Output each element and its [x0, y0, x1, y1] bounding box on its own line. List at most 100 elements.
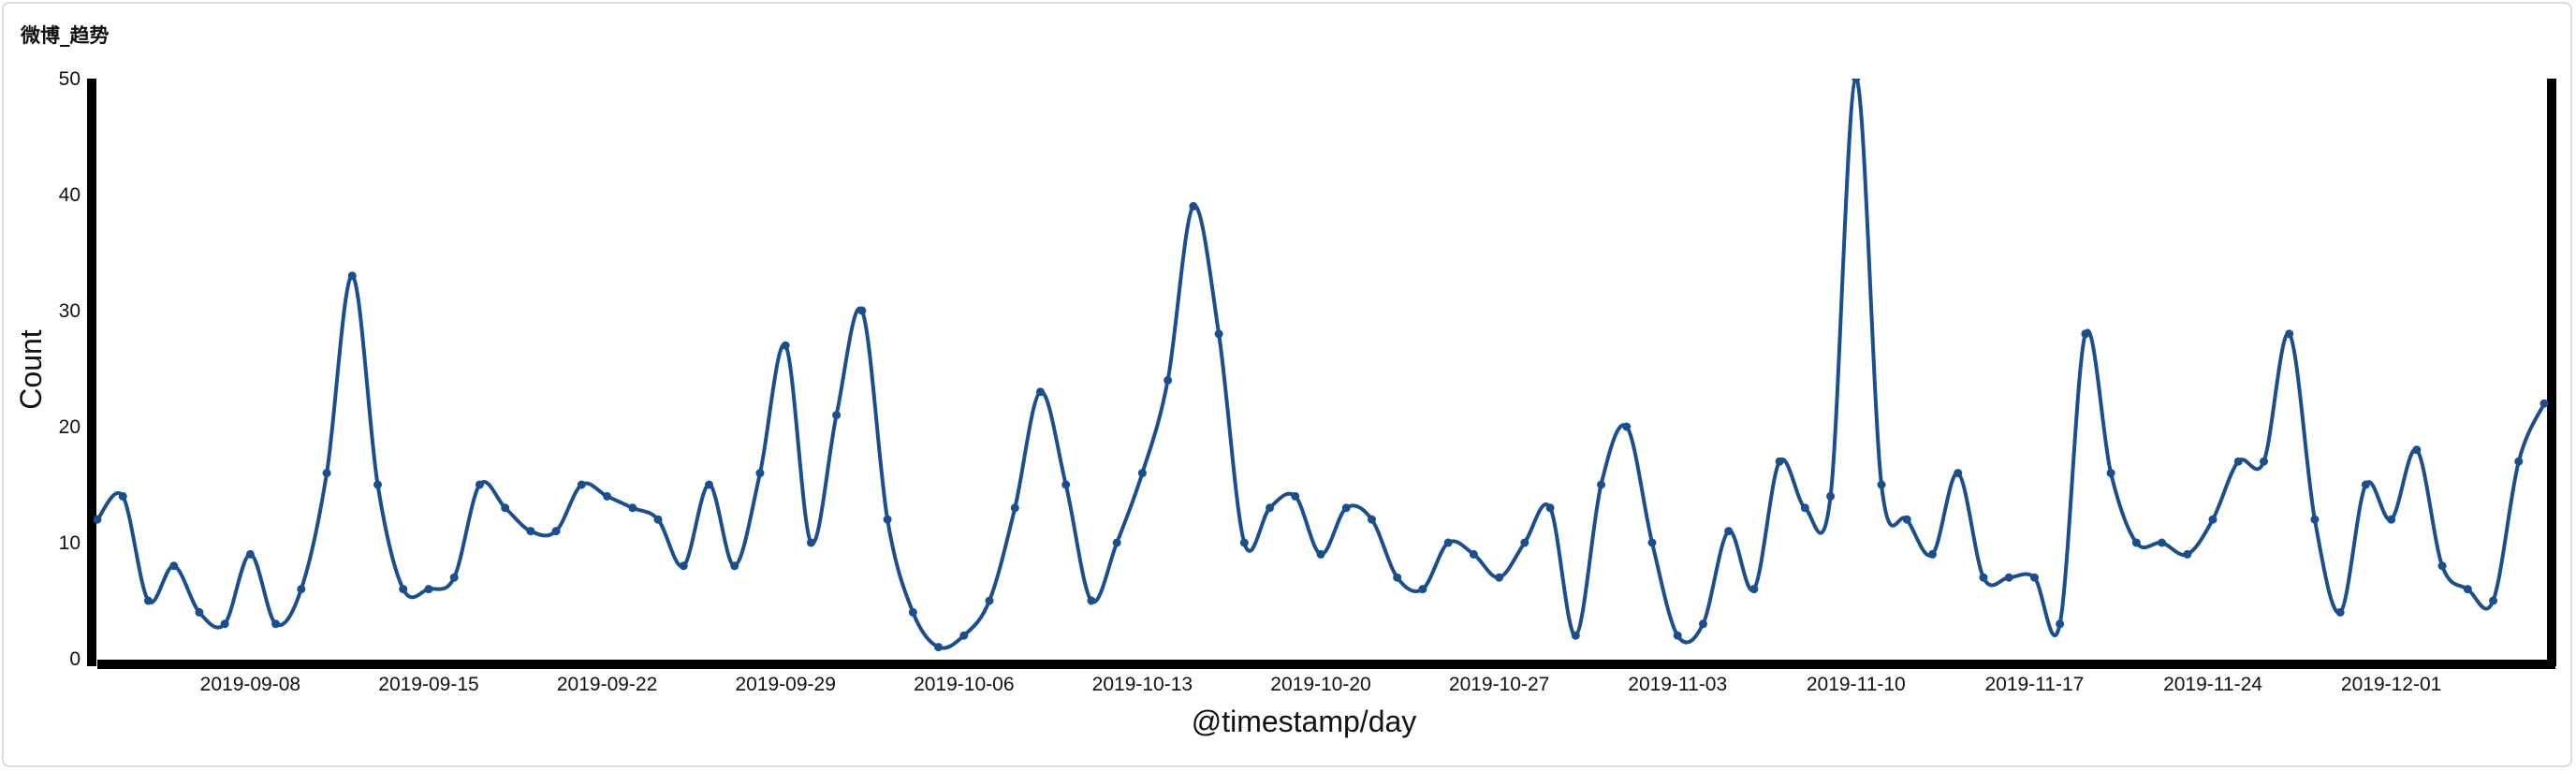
data-point[interactable] — [1877, 480, 1886, 489]
data-point[interactable] — [1979, 573, 1988, 582]
data-point[interactable] — [2233, 457, 2243, 466]
data-point[interactable] — [1724, 527, 1734, 536]
data-point[interactable] — [883, 515, 892, 524]
data-point[interactable] — [1495, 573, 1504, 582]
data-point[interactable] — [2335, 607, 2345, 617]
data-point[interactable] — [2437, 561, 2447, 571]
data-point[interactable] — [1266, 503, 1275, 513]
data-point[interactable] — [628, 503, 637, 513]
data-point[interactable] — [2514, 457, 2524, 466]
data-point[interactable] — [781, 341, 790, 350]
data-point[interactable] — [1164, 375, 1173, 385]
data-point[interactable] — [1316, 549, 1325, 559]
data-point[interactable] — [220, 619, 229, 629]
data-point[interactable] — [705, 480, 713, 489]
data-point[interactable] — [1087, 596, 1096, 605]
data-point[interactable] — [679, 561, 688, 571]
data-point[interactable] — [2310, 515, 2320, 524]
data-point[interactable] — [424, 585, 433, 594]
data-point[interactable] — [2029, 573, 2039, 582]
data-point[interactable] — [118, 491, 127, 501]
data-point[interactable] — [1214, 329, 1223, 339]
data-point[interactable] — [1112, 538, 1121, 547]
data-point[interactable] — [1902, 515, 1911, 524]
data-point[interactable] — [2259, 457, 2268, 466]
data-point[interactable] — [908, 607, 917, 617]
data-point[interactable] — [934, 643, 944, 652]
data-point[interactable] — [1545, 503, 1555, 513]
data-point[interactable] — [1800, 503, 1809, 513]
data-point[interactable] — [1928, 549, 1937, 559]
panel-title: 微博_趋势 — [21, 24, 110, 47]
data-point[interactable] — [2387, 515, 2396, 524]
data-point[interactable] — [2208, 515, 2217, 524]
data-point[interactable] — [2412, 445, 2422, 455]
data-point[interactable] — [2004, 573, 2013, 582]
data-point[interactable] — [399, 585, 408, 594]
data-point[interactable] — [94, 515, 102, 524]
data-point[interactable] — [1520, 538, 1530, 547]
data-point[interactable] — [959, 631, 969, 640]
data-point[interactable] — [2131, 538, 2141, 547]
data-point[interactable] — [1673, 631, 1682, 640]
data-point[interactable] — [501, 503, 510, 513]
data-point[interactable] — [653, 515, 663, 524]
data-point[interactable] — [169, 561, 179, 571]
data-point[interactable] — [1137, 469, 1147, 478]
data-point[interactable] — [1622, 422, 1632, 431]
data-point[interactable] — [526, 527, 535, 536]
data-point[interactable] — [577, 480, 586, 489]
data-point[interactable] — [603, 491, 612, 501]
data-point[interactable] — [2056, 619, 2065, 629]
data-point[interactable] — [806, 538, 815, 547]
data-point[interactable] — [1698, 619, 1707, 629]
data-point[interactable] — [755, 469, 765, 478]
data-point[interactable] — [730, 561, 739, 571]
data-point[interactable] — [2539, 399, 2549, 408]
data-point[interactable] — [322, 469, 331, 478]
data-point[interactable] — [2285, 329, 2294, 339]
data-point[interactable] — [143, 596, 153, 605]
data-point[interactable] — [297, 585, 306, 594]
data-point[interactable] — [2106, 469, 2115, 478]
data-point[interactable] — [1239, 538, 1249, 547]
data-point[interactable] — [1010, 503, 1019, 513]
data-point[interactable] — [1597, 480, 1606, 489]
data-point[interactable] — [1775, 457, 1784, 466]
data-point[interactable] — [551, 527, 561, 536]
data-point[interactable] — [2463, 585, 2472, 594]
data-point[interactable] — [1852, 75, 1861, 83]
data-point[interactable] — [2361, 480, 2370, 489]
data-point[interactable] — [245, 549, 255, 559]
data-point[interactable] — [1341, 503, 1351, 513]
data-point[interactable] — [449, 573, 459, 582]
data-point[interactable] — [1954, 469, 1963, 478]
data-point[interactable] — [832, 411, 842, 420]
data-point[interactable] — [347, 271, 357, 281]
data-point[interactable] — [2081, 329, 2090, 339]
data-point[interactable] — [985, 596, 994, 605]
data-point[interactable] — [857, 306, 867, 315]
x-tick-label: 2019-09-29 — [735, 674, 835, 695]
data-point[interactable] — [1749, 585, 1759, 594]
data-point[interactable] — [271, 619, 281, 629]
data-point[interactable] — [1061, 480, 1071, 489]
data-point[interactable] — [475, 480, 484, 489]
data-point[interactable] — [1826, 491, 1836, 501]
data-point[interactable] — [1647, 538, 1657, 547]
data-point[interactable] — [1418, 585, 1427, 594]
data-point[interactable] — [1469, 549, 1478, 559]
x-tick-label: 2019-09-15 — [378, 674, 478, 695]
data-point[interactable] — [2489, 596, 2498, 605]
data-point[interactable] — [195, 607, 204, 617]
data-point[interactable] — [1393, 573, 1402, 582]
data-point[interactable] — [1367, 515, 1376, 524]
data-point[interactable] — [1035, 387, 1045, 397]
data-point[interactable] — [1189, 201, 1198, 211]
data-point[interactable] — [1571, 631, 1580, 640]
data-point[interactable] — [373, 480, 383, 489]
data-point[interactable] — [1291, 491, 1300, 501]
data-point[interactable] — [2183, 549, 2192, 559]
data-point[interactable] — [2158, 538, 2167, 547]
data-point[interactable] — [1443, 538, 1453, 547]
